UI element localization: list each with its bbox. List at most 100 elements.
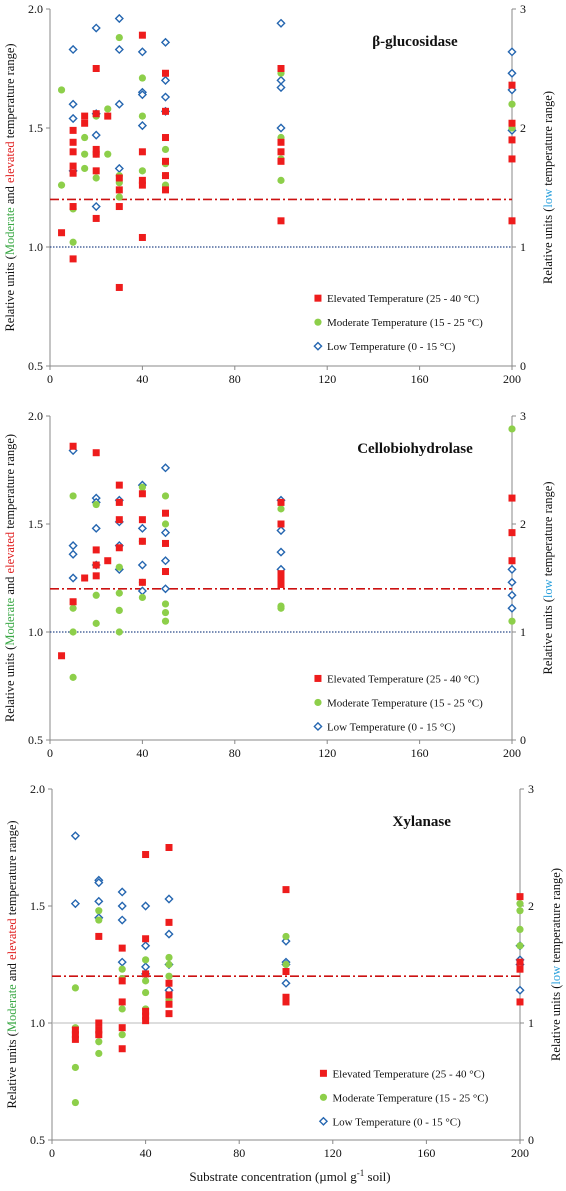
y-tick-label-right: 2 [520, 517, 526, 531]
data-point-low [91, 23, 101, 33]
x-tick-label: 120 [324, 1146, 342, 1160]
data-point-low [160, 37, 171, 47]
data-point-elevated [162, 107, 169, 115]
legend-label-low: Low Temperature (0 - 15 °C) [327, 721, 456, 733]
data-point-elevated [95, 1026, 103, 1034]
data-point-moderate [516, 942, 524, 950]
data-point-low [276, 75, 286, 85]
data-point-moderate [282, 960, 290, 969]
chart-title: Cellobiohydrolase [357, 441, 473, 457]
series-elevated [71, 844, 524, 1053]
data-point-low [117, 957, 127, 967]
data-point-elevated [277, 520, 285, 528]
data-point-low [160, 528, 171, 538]
data-point-moderate [115, 563, 123, 571]
data-point-low [281, 978, 291, 988]
legend-marker-low [313, 721, 323, 732]
x-tick-label: 120 [318, 372, 336, 386]
legend: Elevated Temperature (25 - 40 °C) Moderat… [313, 673, 483, 733]
x-tick-label: 200 [511, 1146, 529, 1160]
data-point-elevated [162, 134, 169, 142]
y-tick-label-left: 2.0 [28, 409, 43, 423]
panel-cellobiohydrolase: 0.5 1.0 1.5 2.0 0 1 2 3 0 40 80 120 160 200 Cellobiohy… [3, 409, 555, 760]
legend-label-moderate: Moderate Temperature (15 - 25 °C) [327, 697, 483, 709]
y-tick-label-left: 0.5 [30, 1133, 45, 1147]
data-point-low [507, 577, 517, 587]
data-point-elevated [508, 494, 516, 502]
data-point-elevated [162, 172, 169, 180]
data-point-low [141, 901, 151, 911]
data-point-low [68, 99, 78, 109]
data-point-elevated [165, 1000, 173, 1008]
data-point-elevated [115, 544, 123, 552]
data-point-low [137, 523, 147, 533]
data-point-elevated [92, 546, 100, 554]
data-point-elevated [69, 138, 77, 146]
data-point-moderate [508, 425, 516, 433]
data-point-elevated [277, 65, 285, 72]
data-point-elevated [118, 944, 126, 952]
data-point-elevated [69, 255, 77, 263]
data-point-moderate [142, 988, 150, 997]
data-point-moderate [161, 600, 170, 608]
panel-xylanase: 0.5 1.0 1.5 2.0 0 1 2 3 0 40 80 120 160 200 Xylanase El… [5, 782, 563, 1160]
legend-item-moderate: Moderate Temperature (15 - 25 °C) [319, 1092, 489, 1104]
data-point-moderate [118, 1005, 126, 1013]
data-point-elevated [69, 162, 77, 170]
data-point-elevated [277, 217, 285, 225]
data-point-elevated [69, 169, 77, 177]
data-point-low [68, 573, 78, 583]
data-point-elevated [162, 568, 169, 576]
data-point-low [507, 603, 517, 613]
data-point-moderate [104, 150, 112, 158]
legend-marker-elevated [319, 1069, 327, 1077]
data-point-moderate [277, 602, 285, 610]
data-point-elevated [58, 229, 66, 237]
data-point-moderate [516, 900, 524, 908]
data-point-elevated [104, 557, 112, 565]
data-point-low [117, 915, 127, 925]
series-elevated [58, 442, 516, 660]
data-point-moderate [508, 617, 516, 625]
legend-marker-elevated [314, 294, 322, 302]
data-point-moderate [118, 965, 126, 973]
data-point-elevated [165, 1010, 173, 1018]
legend-label-moderate: Moderate Temperature (15 - 25 °C) [327, 317, 483, 329]
data-point-low [117, 887, 127, 897]
data-point-moderate [165, 953, 173, 962]
data-point-moderate [69, 604, 77, 612]
data-point-elevated [142, 970, 150, 978]
data-point-low [114, 163, 124, 174]
x-tick-label: 80 [233, 1146, 245, 1160]
data-point-low [94, 896, 104, 906]
data-point-elevated [277, 498, 285, 506]
data-point-moderate [95, 916, 103, 924]
data-point-elevated [95, 932, 103, 940]
data-point-elevated [115, 283, 123, 291]
data-point-moderate [92, 500, 100, 509]
data-point-elevated [92, 561, 100, 569]
y-tick-label-right: 1 [520, 240, 526, 254]
data-point-moderate [92, 174, 100, 182]
series-low [68, 13, 517, 212]
data-point-moderate [516, 907, 524, 915]
data-point-low [70, 899, 80, 909]
data-point-moderate [92, 619, 100, 627]
data-point-elevated [92, 145, 100, 153]
legend-item-elevated: Elevated Temperature (25 - 40 °C) [319, 1068, 485, 1080]
x-tick-label: 120 [318, 746, 336, 760]
data-point-elevated [118, 977, 126, 985]
data-point-elevated [92, 150, 100, 158]
legend-label-elevated: Elevated Temperature (25 - 40 °C) [332, 1068, 485, 1080]
chart-title: Xylanase [393, 814, 452, 830]
data-point-elevated [282, 993, 290, 1001]
data-point-low [137, 47, 147, 57]
y-axis-label-right: Relative units (low temperature range) [541, 482, 555, 675]
data-point-moderate [161, 617, 170, 625]
x-tick-label: 160 [411, 746, 429, 760]
data-point-low [68, 549, 78, 559]
data-point-low [91, 523, 101, 533]
data-point-elevated [138, 516, 146, 524]
data-point-elevated [142, 1007, 150, 1015]
x-tick-label: 0 [47, 746, 53, 760]
